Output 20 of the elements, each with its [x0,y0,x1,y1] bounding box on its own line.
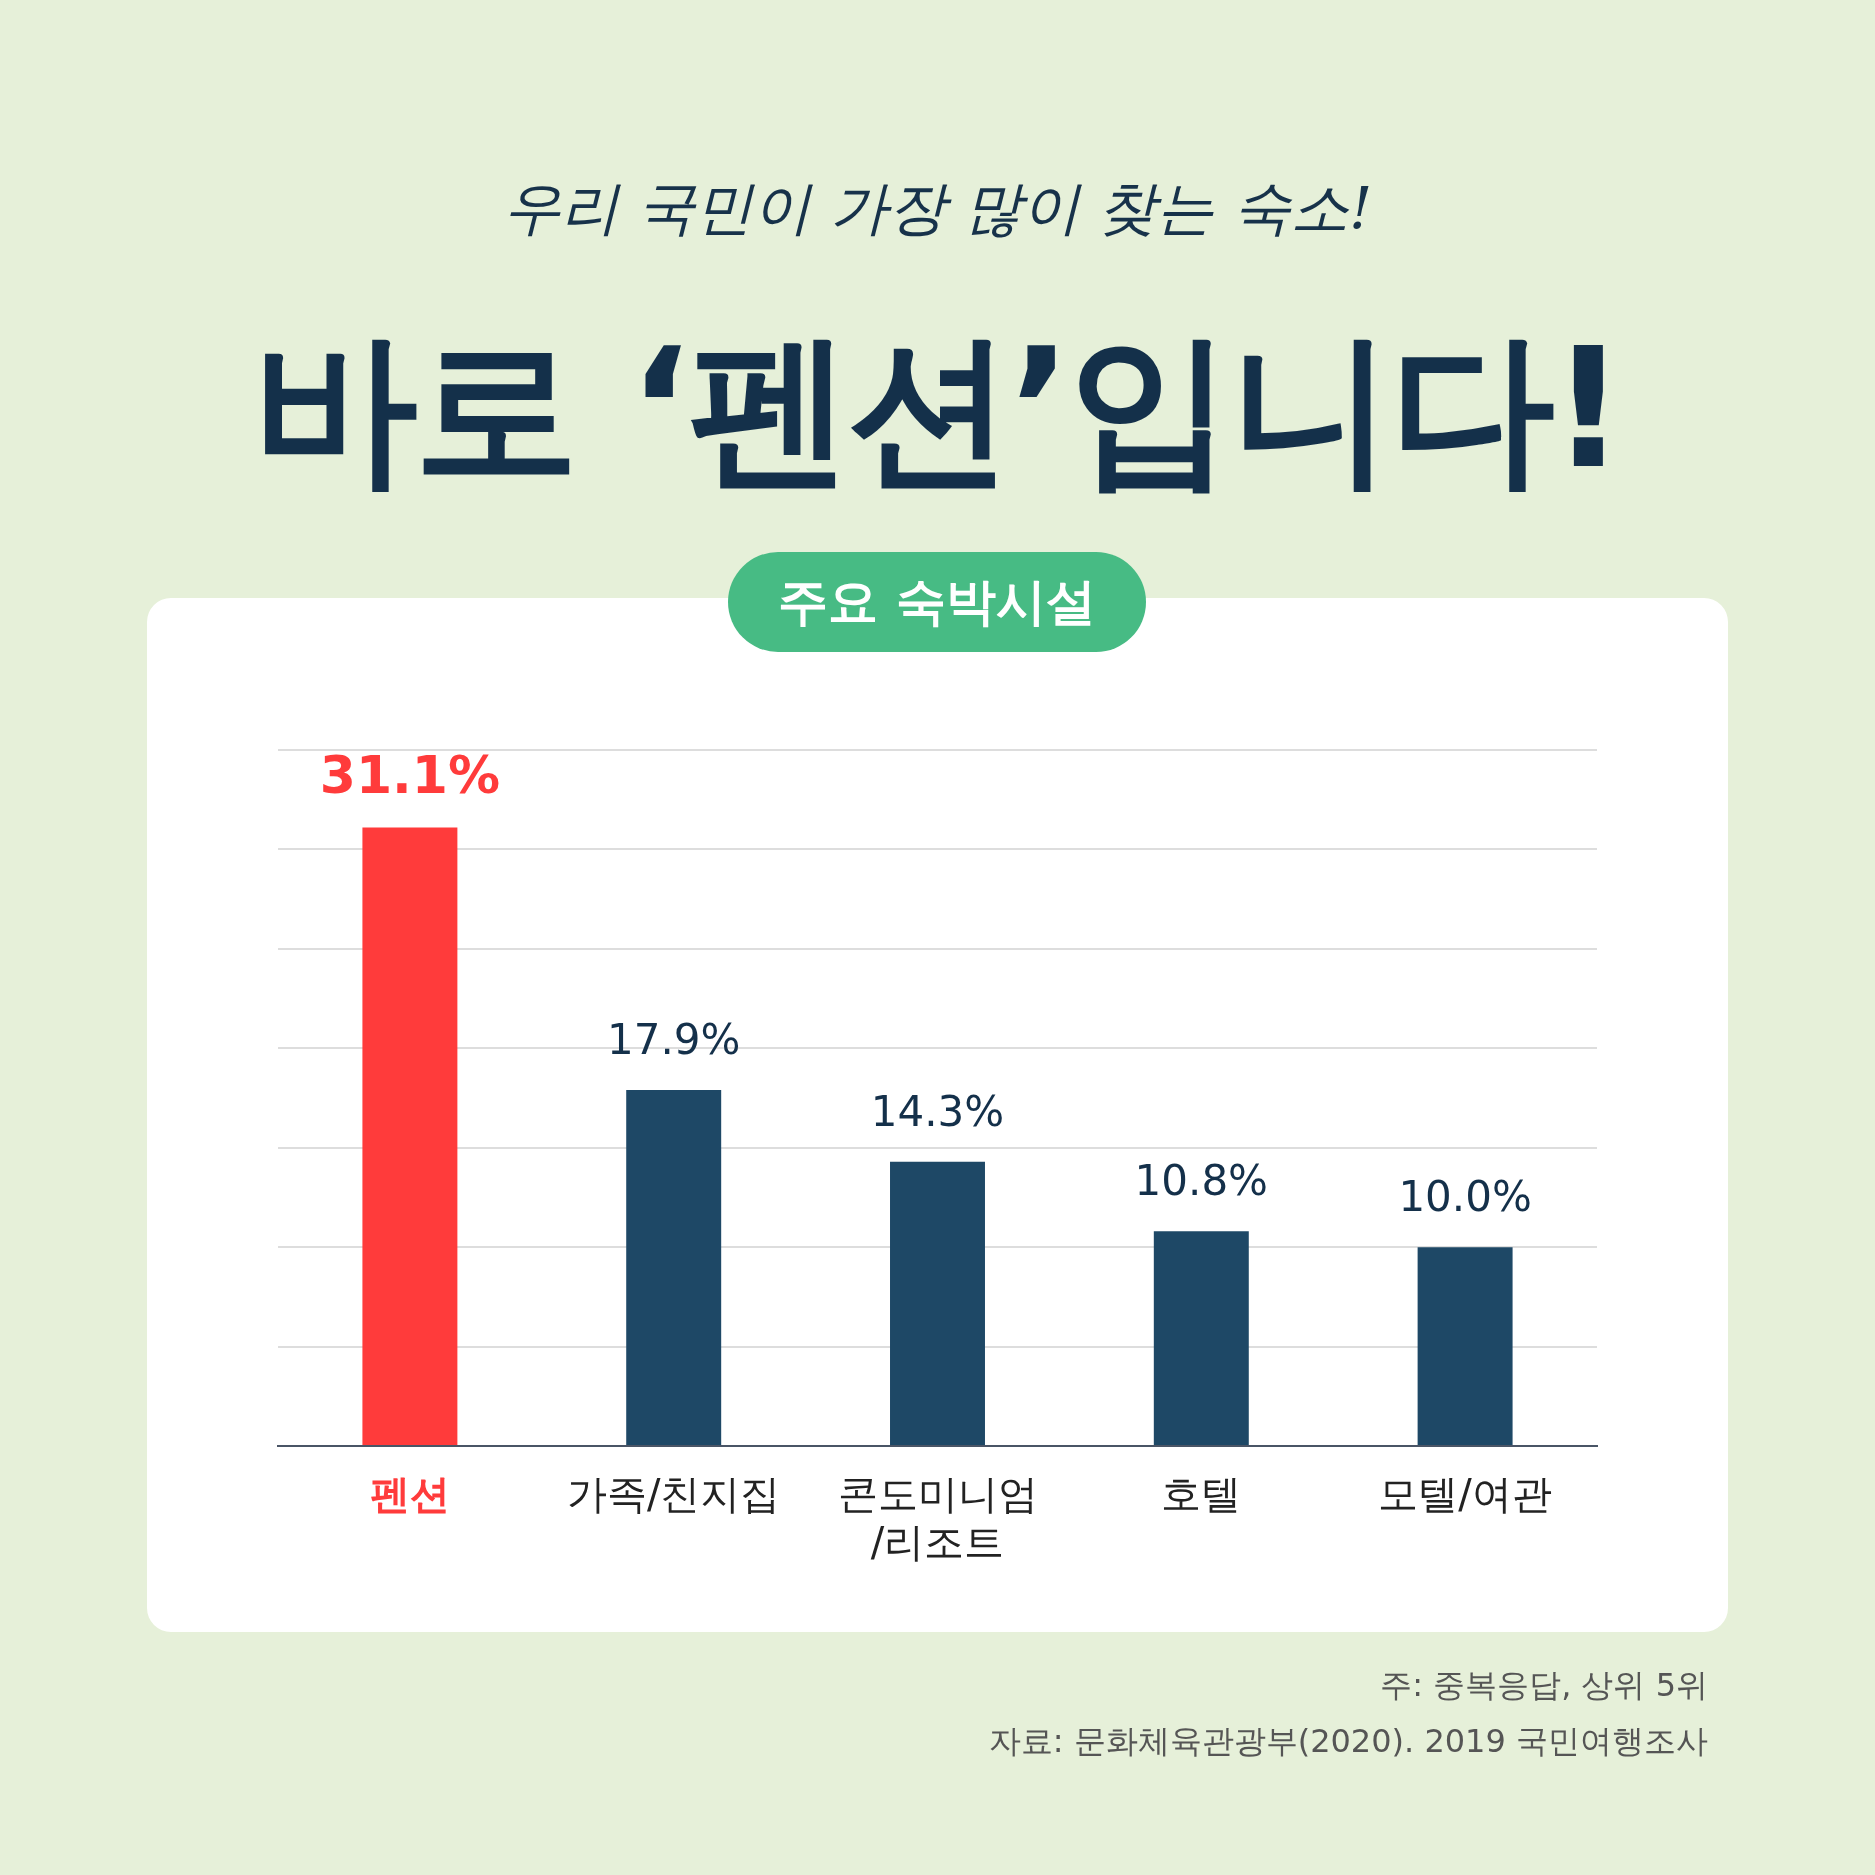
x-tick-label: 모텔/여관 [1378,1471,1552,1518]
data-label: 10.8% [1134,1156,1269,1206]
data-label: 14.3% [870,1086,1005,1136]
x-tick-label: 가족/친지집 [566,1471,781,1518]
chart-title: 바로 ‘펜션’입니다! [251,312,1624,507]
x-tick-label: 호텔 [1161,1471,1242,1518]
chart-subtitle: 우리 국민이 가장 많이 찾는 숙소! [501,173,1374,244]
bar [626,1090,722,1445]
data-label: 10.0% [1398,1172,1532,1222]
text: 주: 중복응답, 상위 5위 [1380,1665,1708,1706]
bar [890,1161,985,1445]
data-label: 17.9% [606,1014,741,1064]
data-label: 31.1% [319,745,501,806]
text: 자료: 문화체육관광부(2020). 2019 국민여행조사 [988,1721,1708,1762]
bar [362,827,458,1445]
x-tick-label: 펜션 [369,1471,450,1518]
bar [1417,1247,1513,1445]
text: 주요 숙박시설 [728,552,1146,652]
bar [1153,1231,1249,1445]
x-tick-label: 콘도미니엄/리조트 [837,1471,1038,1566]
